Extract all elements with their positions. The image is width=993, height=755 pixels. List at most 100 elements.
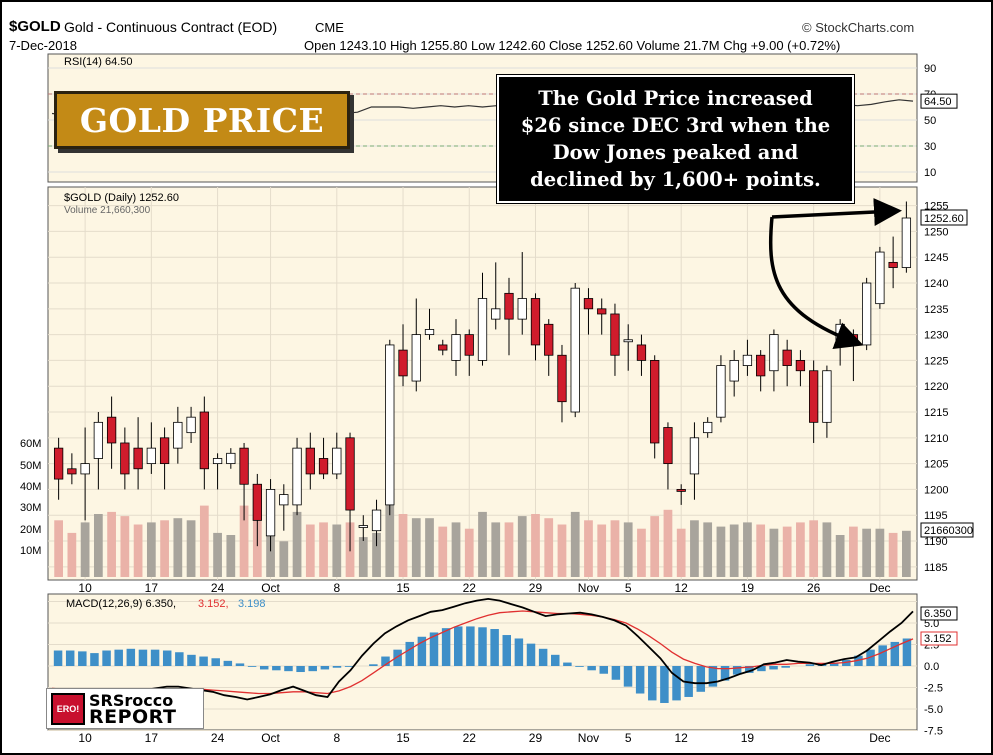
- macd-last-value: 6.350: [924, 608, 952, 620]
- arrow-to-latest-price: [771, 198, 902, 227]
- candle-body: [358, 525, 368, 528]
- badge-text: GOLD PRICE: [79, 100, 325, 140]
- volume-bar: [279, 541, 289, 577]
- source-credit: © StockCharts.com: [802, 20, 915, 35]
- candle-body: [53, 447, 64, 480]
- volume-bar: [716, 526, 726, 577]
- macd-histogram-bar: [842, 659, 851, 666]
- rsi-last-value: 64.50: [924, 96, 952, 108]
- candle-body: [252, 483, 262, 521]
- volume-bar: [226, 535, 236, 577]
- macd-histogram-bar: [102, 650, 111, 666]
- ohlc-summary: Open 1243.10 High 1255.80 Low 1242.60 Cl…: [304, 38, 841, 53]
- volume-bar: [305, 524, 315, 577]
- x-tick-label: Dec: [869, 581, 890, 595]
- volume-bar: [517, 516, 527, 577]
- candle-body: [398, 349, 408, 377]
- volume-bar: [610, 520, 620, 577]
- price-tick-label: 1200: [924, 484, 948, 496]
- volume-bar: [491, 522, 501, 577]
- x-tick-label-bottom: 12: [675, 731, 689, 745]
- price-tick-label: 1190: [924, 536, 948, 548]
- volume-bar: [584, 520, 593, 577]
- volume-tick-label: 60M: [20, 438, 41, 450]
- price-tick-label: 1185: [924, 562, 948, 574]
- volume-bar: [160, 520, 169, 577]
- volume-bar: [597, 524, 607, 577]
- price-last-value: 1252.60: [924, 213, 964, 225]
- price-tick-label: 1235: [924, 304, 948, 316]
- volume-bar: [623, 522, 633, 577]
- macd-histogram-bar: [599, 666, 609, 674]
- candle-body: [597, 308, 607, 315]
- macd-histogram-bar: [150, 649, 160, 666]
- x-tick-label-bottom: 17: [145, 731, 159, 745]
- volume-bar: [398, 514, 408, 577]
- volume-bar: [332, 524, 342, 577]
- candle-body: [133, 447, 143, 470]
- x-tick-label-bottom: 24: [211, 731, 225, 745]
- candle-body: [491, 308, 501, 320]
- candle-body: [385, 344, 395, 506]
- macd-histogram-bar: [890, 641, 900, 666]
- price-tick-label: 1225: [924, 355, 948, 367]
- candle-body: [67, 468, 77, 475]
- price-tick-label: 1205: [924, 459, 948, 471]
- macd-histogram-bar: [563, 662, 572, 666]
- x-tick-label-bottom: 19: [741, 731, 755, 745]
- signal-last-value: 3.152: [924, 633, 952, 645]
- logo-line1: SRSrocco: [89, 690, 174, 710]
- volume-tick-label: 10M: [20, 545, 41, 557]
- candle-body: [239, 447, 249, 485]
- macd-histogram-bar: [126, 648, 136, 666]
- candle-body: [159, 437, 170, 465]
- macd-histogram-bar: [235, 663, 245, 666]
- volume-tick-label: 40M: [20, 481, 41, 493]
- rsi-tick-label: 10: [924, 167, 936, 179]
- annotation-text: The Gold Price increased $26 since DEC 3…: [520, 87, 831, 191]
- macd-histogram-bar: [829, 662, 839, 666]
- volume-bar: [835, 535, 845, 577]
- instrument-name: Gold - Continuous Contract (EOD): [64, 19, 278, 35]
- volume-bar: [756, 524, 766, 577]
- rsi-legend: RSI(14) 64.50: [64, 56, 132, 68]
- macd-histogram-bar: [502, 635, 511, 666]
- x-tick-label-bottom: 5: [625, 731, 632, 745]
- volume-bar: [438, 526, 448, 577]
- macd-histogram-bar: [259, 666, 269, 670]
- macd-histogram-bar: [223, 660, 233, 666]
- candle-body: [742, 354, 753, 366]
- macd-histogram-bar: [732, 666, 742, 675]
- candle-body: [265, 489, 276, 537]
- x-tick-label: 24: [211, 581, 225, 595]
- macd-histogram-bar: [429, 632, 439, 666]
- candle-body: [106, 416, 117, 444]
- volume-bar: [54, 520, 63, 577]
- volume-bar: [703, 522, 713, 577]
- macd-histogram-bar: [272, 666, 281, 671]
- volume-bar: [292, 511, 302, 577]
- macd-histogram-bar: [405, 641, 414, 666]
- rsi-last-value-box: [920, 93, 958, 109]
- macd-histogram-bar: [623, 666, 633, 687]
- price-tick-label: 1195: [924, 510, 948, 522]
- x-tick-label: 19: [741, 581, 755, 595]
- candle-body: [318, 458, 329, 475]
- volume-legend: Volume 21,660,300: [64, 205, 151, 216]
- macd-histogram-bar: [284, 666, 293, 672]
- candle-body: [517, 298, 527, 320]
- candle-body: [345, 437, 355, 511]
- candle-body: [120, 442, 130, 475]
- volume-tick-label: 50M: [20, 460, 41, 472]
- candle-body: [477, 298, 488, 361]
- volume-bar: [849, 526, 858, 577]
- candle-body: [93, 421, 104, 459]
- macd-histogram-bar: [211, 658, 220, 666]
- volume-bar: [319, 522, 328, 577]
- candle-body: [464, 334, 474, 356]
- macd-histogram-bar: [90, 653, 99, 666]
- candle-body: [583, 298, 594, 310]
- volume-bar: [173, 518, 183, 577]
- annotation-box: The Gold Price increased $26 since DEC 3…: [497, 75, 854, 203]
- candle-body: [544, 323, 554, 356]
